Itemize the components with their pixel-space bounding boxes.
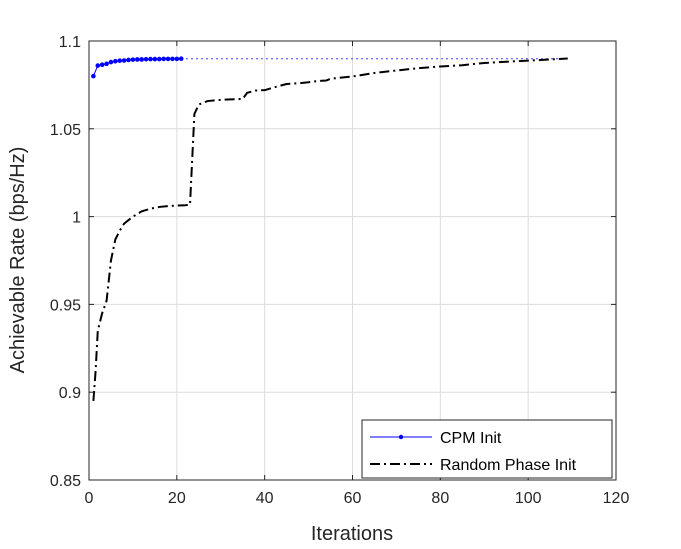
data-point: [130, 57, 136, 62]
grid: [88, 40, 617, 481]
data-point: [156, 56, 162, 62]
data-point: [135, 57, 140, 62]
x-tick-labels: 0 20 40 60 80 100 120: [85, 490, 630, 507]
data-point: [117, 58, 123, 63]
x-tick-label: 80: [431, 490, 449, 507]
x-tick-label: 0: [85, 490, 94, 507]
data-point: [174, 56, 180, 62]
series-random-phase-init-line: [92, 57, 568, 402]
y-tick-labels: 0.85 0.9 0.95 1 1.05 1.1: [50, 34, 81, 490]
x-tick-label: 100: [515, 490, 542, 507]
tick-marks: [88, 40, 617, 481]
data-point: [113, 58, 118, 64]
data-point: [148, 56, 153, 62]
legend-box: [361, 419, 613, 479]
data-point: [161, 56, 166, 62]
data-point: [170, 56, 175, 62]
legend-marker-cpm-init: [398, 434, 404, 440]
x-axis-label: Iterations: [311, 523, 393, 545]
data-point: [121, 58, 127, 63]
x-tick-label: 120: [603, 490, 630, 507]
data-point: [104, 61, 109, 67]
data-point: [95, 63, 101, 68]
data-point: [139, 57, 144, 62]
plot-area: [91, 56, 568, 402]
y-axis-label: Achievable Rate (bps/Hz): [7, 147, 29, 374]
series-cpm-init: [91, 56, 568, 79]
x-tick-label: 60: [344, 490, 362, 507]
data-point: [126, 57, 131, 63]
data-point: [165, 56, 171, 62]
y-tick-label: 1.05: [50, 122, 81, 139]
data-point: [152, 56, 158, 62]
y-tick-label: 1.1: [59, 34, 81, 51]
data-point: [99, 62, 105, 68]
x-tick-label: 40: [256, 490, 274, 507]
y-tick-label: 1: [72, 210, 81, 227]
legend: CPM Init Random Phase Init: [361, 419, 613, 479]
series-random-phase-init: [92, 57, 568, 402]
x-tick-label: 20: [168, 490, 186, 507]
y-tick-label: 0.9: [59, 385, 81, 402]
data-point: [91, 73, 96, 79]
data-point: [178, 56, 184, 62]
legend-label-random-phase-init: Random Phase Init: [440, 457, 577, 474]
legend-label-cpm-init: CPM Init: [440, 430, 502, 447]
data-point: [108, 59, 114, 65]
y-tick-label: 0.85: [50, 473, 81, 490]
data-point: [143, 56, 149, 62]
y-tick-label: 0.95: [50, 297, 81, 314]
